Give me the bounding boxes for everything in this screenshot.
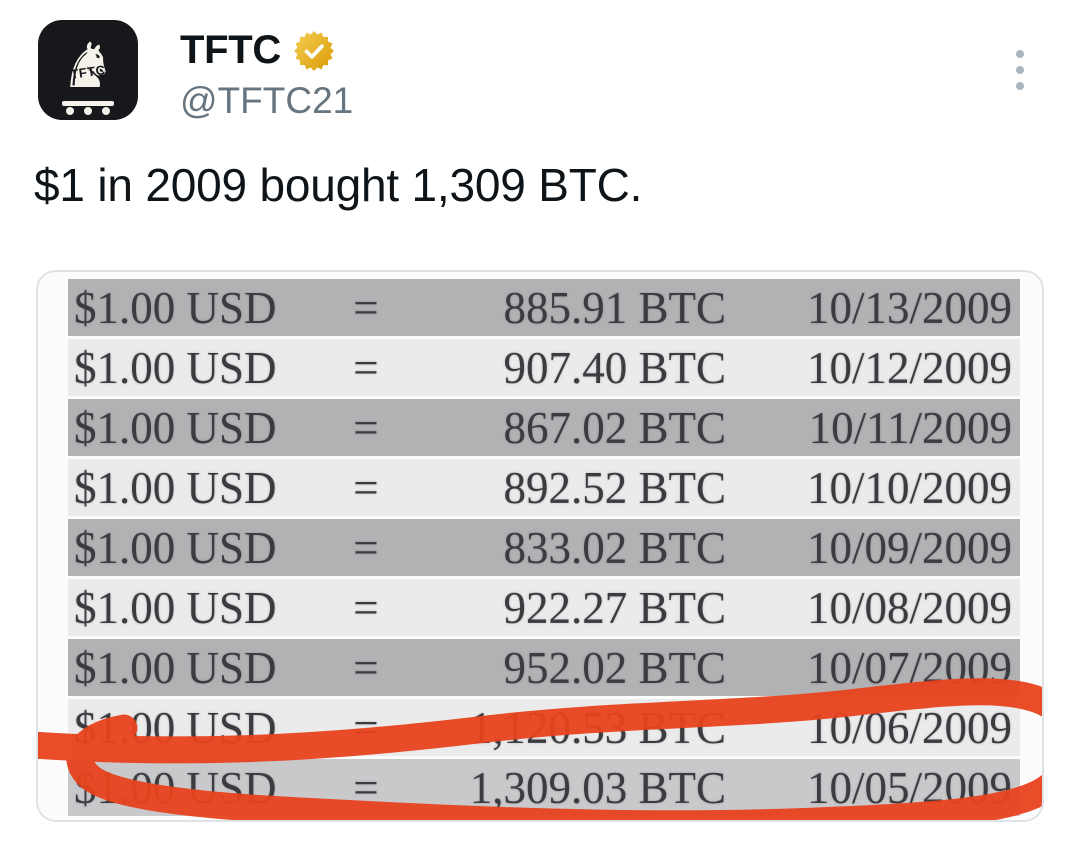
date-cell: 10/12/2009 xyxy=(806,342,1012,393)
rate-row: $1.00 USD = 922.27 BTC 10/08/2009 xyxy=(68,579,1020,636)
horse-wheel xyxy=(84,107,92,115)
date-cell: 10/10/2009 xyxy=(806,462,1012,513)
equals-cell: = xyxy=(353,642,379,693)
usd-cell: $1.00 USD xyxy=(74,582,277,633)
rate-row: $1.00 USD = 892.52 BTC 10/10/2009 xyxy=(68,459,1020,516)
usd-cell: $1.00 USD xyxy=(74,402,277,453)
equals-cell: = xyxy=(353,462,379,513)
btc-cell: 922.27 BTC xyxy=(503,582,726,633)
equals-cell: = xyxy=(353,702,379,753)
equals-cell: = xyxy=(353,402,379,453)
date-cell: 10/08/2009 xyxy=(806,582,1012,633)
equals-cell: = xyxy=(353,522,379,573)
user-handle[interactable]: @TFTC21 xyxy=(180,80,354,121)
btc-cell: 885.91 BTC xyxy=(503,282,726,333)
display-name[interactable]: TFTC xyxy=(180,28,281,72)
rate-row: $1.00 USD = 907.40 BTC 10/12/2009 xyxy=(68,339,1020,396)
btc-cell: 1,309.03 BTC xyxy=(469,762,726,813)
equals-cell: = xyxy=(353,762,379,813)
equals-cell: = xyxy=(353,342,379,393)
date-cell: 10/07/2009 xyxy=(806,642,1012,693)
usd-cell: $1.00 USD xyxy=(74,462,277,513)
rate-table-image[interactable]: $1.00 USD = 885.91 BTC 10/13/2009 $1.00 … xyxy=(36,270,1044,822)
date-cell: 10/09/2009 xyxy=(806,522,1012,573)
btc-cell: 907.40 BTC xyxy=(503,342,726,393)
gold-verified-badge-icon xyxy=(294,30,334,71)
rate-row: $1.00 USD = 833.02 BTC 10/09/2009 xyxy=(68,519,1020,576)
tweet-text: $1 in 2009 bought 1,309 BTC. xyxy=(34,159,643,211)
btc-cell: 952.02 BTC xyxy=(503,642,726,693)
equals-cell: = xyxy=(353,282,379,333)
usd-cell: $1.00 USD xyxy=(74,342,277,393)
rate-row: $1.00 USD = 867.02 BTC 10/11/2009 xyxy=(68,399,1020,456)
date-cell: 10/05/2009 xyxy=(806,762,1012,813)
usd-cell: $1.00 USD xyxy=(74,282,277,333)
avatar[interactable]: ♞ TFTC xyxy=(38,20,138,120)
rate-row: $1.00 USD = 952.02 BTC 10/07/2009 xyxy=(68,639,1020,696)
more-menu-icon[interactable] xyxy=(1012,46,1028,94)
date-cell: 10/13/2009 xyxy=(806,282,1012,333)
rate-row: $1.00 USD = 885.91 BTC 10/13/2009 xyxy=(68,279,1020,336)
rate-row-circled: $1.00 USD = 1,309.03 BTC 10/05/2009 xyxy=(68,759,1020,816)
btc-cell: 867.02 BTC xyxy=(503,402,726,453)
horse-wheel xyxy=(66,107,74,115)
usd-cell: $1.00 USD xyxy=(74,642,277,693)
btc-cell: 1,120.53 BTC xyxy=(469,702,726,753)
date-cell: 10/11/2009 xyxy=(808,402,1012,453)
usd-cell: $1.00 USD xyxy=(74,522,277,573)
usd-cell: $1.00 USD xyxy=(74,762,277,813)
btc-cell: 833.02 BTC xyxy=(503,522,726,573)
date-cell: 10/06/2009 xyxy=(806,702,1012,753)
horse-wheel xyxy=(102,107,110,115)
btc-cell: 892.52 BTC xyxy=(503,462,726,513)
usd-cell: $1.00 USD xyxy=(74,702,277,753)
equals-cell: = xyxy=(353,582,379,633)
horse-platform xyxy=(62,101,114,106)
rate-row-obscured: $1.00 USD = 1,120.53 BTC 10/06/2009 xyxy=(68,699,1020,756)
